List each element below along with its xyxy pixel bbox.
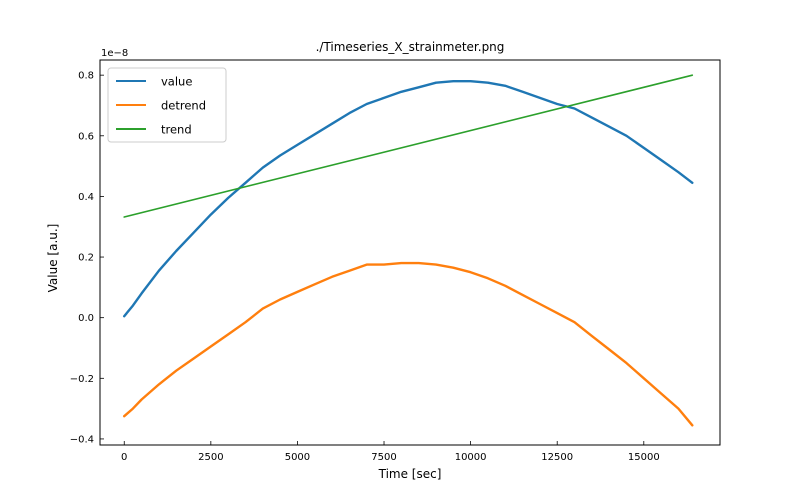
- x-tick-label: 5000: [285, 452, 310, 463]
- x-axis-label: Time [sec]: [378, 467, 442, 481]
- legend: value detrend trend: [107, 67, 227, 143]
- chart-title: ./Timeseries_X_strainmeter.png: [316, 40, 505, 54]
- legend-label-trend: trend: [161, 123, 192, 137]
- y-tick-label: −0.2: [70, 374, 94, 385]
- legend-label-value: value: [161, 75, 192, 89]
- legend-label-detrend: detrend: [161, 99, 206, 113]
- x-tick-label: 10000: [455, 452, 487, 463]
- y-tick-label: 0.4: [78, 192, 94, 203]
- x-tick-label: 0: [121, 452, 127, 463]
- series-line-trend: [123, 74, 694, 218]
- y-tick-label: 0.8: [78, 71, 94, 82]
- axes-frame: [99, 59, 721, 446]
- y-scale-label: 1e−8: [101, 48, 128, 59]
- x-tick-label: 2500: [198, 452, 223, 463]
- axis-ticks: 0 2500 5000 7500 10000 12500 15000 −0.4 −0.2 0.0 0…: [70, 71, 660, 463]
- y-axis-label: Value [a.u.]: [46, 224, 60, 293]
- x-tick-label: 7500: [371, 452, 396, 463]
- y-tick-label: 0.2: [78, 253, 94, 264]
- x-tick-label: 12500: [541, 452, 573, 463]
- y-tick-label: 0.6: [78, 131, 94, 142]
- x-tick-label: 15000: [628, 452, 660, 463]
- y-tick-label: 0.0: [78, 313, 94, 324]
- y-tick-label: −0.4: [70, 434, 94, 445]
- series-line-detrend: [122, 261, 694, 427]
- plot-area: [122, 74, 694, 427]
- series-line-value: [122, 79, 694, 318]
- legend-box: [107, 67, 227, 143]
